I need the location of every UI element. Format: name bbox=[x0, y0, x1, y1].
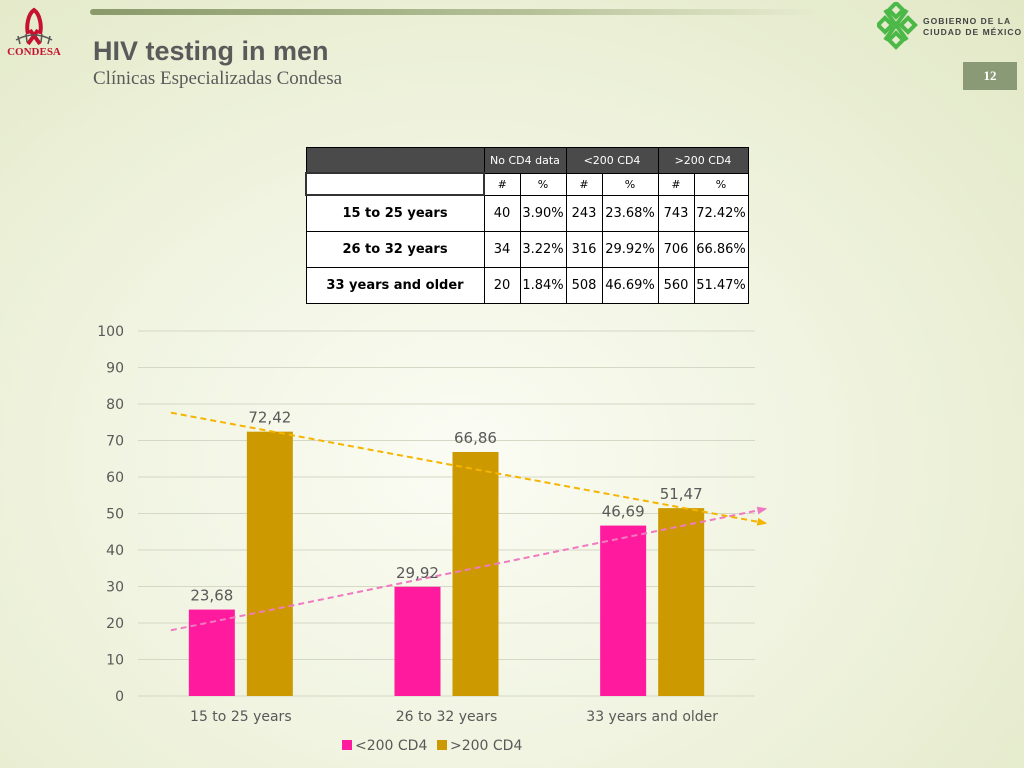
table-blank-cell bbox=[305, 172, 485, 196]
table-row: 15 to 25 years 40 3.90% 243 23.68% 743 7… bbox=[305, 194, 749, 232]
y-tick-label: 100 bbox=[97, 324, 124, 340]
table-cell: 3.22% bbox=[519, 231, 567, 268]
cdmx-logo: GOBIERNO DE LA CIUDAD DE MÉXICO bbox=[875, 0, 1021, 54]
table-cell: 72.42% bbox=[693, 194, 749, 232]
table-corner-cell bbox=[305, 147, 485, 174]
y-tick-label: 20 bbox=[106, 616, 124, 632]
condesa-logo-text: CONDESA bbox=[7, 46, 61, 58]
bar bbox=[452, 451, 499, 696]
chart-legend: <200 CD4 >200 CD4 bbox=[342, 738, 522, 754]
table-subheader: % bbox=[693, 172, 749, 196]
table-cell: 316 bbox=[565, 231, 603, 268]
cd4-bar-chart: 0 10 20 30 40 50 60 70 80 90 100 23,68 72,42 29,92 66… bbox=[97, 324, 768, 754]
table-group-header: No CD4 data bbox=[483, 147, 567, 174]
chart-gridlines bbox=[138, 330, 755, 697]
bar bbox=[600, 525, 647, 696]
cdmx-emblem-icon bbox=[875, 0, 918, 50]
table-row-label: 15 to 25 years bbox=[305, 194, 485, 232]
trendline bbox=[170, 506, 768, 632]
red-ribbon-icon bbox=[15, 7, 53, 46]
table-cell: 20 bbox=[483, 267, 521, 304]
data-label: 51,47 bbox=[660, 485, 703, 503]
page-number-badge: 12 bbox=[963, 62, 1017, 90]
table-cell: 743 bbox=[657, 194, 695, 232]
x-tick-label: 26 to 32 years bbox=[396, 709, 498, 725]
legend-label: >200 CD4 bbox=[450, 738, 522, 754]
table-subheader: % bbox=[519, 172, 567, 196]
legend-label: <200 CD4 bbox=[355, 738, 427, 754]
condesa-logo: CONDESA bbox=[6, 4, 62, 60]
top-accent-bar bbox=[90, 9, 820, 15]
table-subheader: # bbox=[657, 172, 695, 196]
table-subheader: # bbox=[565, 172, 603, 196]
data-label: 29,92 bbox=[396, 564, 439, 582]
table-cell: 46.69% bbox=[601, 267, 659, 304]
table-cell: 3.90% bbox=[519, 194, 567, 232]
table-cell: 66.86% bbox=[693, 231, 749, 268]
table-cell: 560 bbox=[657, 267, 695, 304]
table-cell: 51.47% bbox=[693, 267, 749, 304]
page-subtitle: Clínicas Especializadas Condesa bbox=[93, 68, 343, 89]
y-tick-label: 50 bbox=[106, 507, 124, 523]
table-cell: 34 bbox=[483, 231, 521, 268]
table-row-label: 33 years and older bbox=[305, 267, 485, 304]
legend-swatch bbox=[437, 740, 447, 750]
y-axis: 0 10 20 30 40 50 60 70 80 90 100 bbox=[97, 324, 124, 705]
data-label: 46,69 bbox=[602, 503, 645, 521]
cdmx-logo-line1: GOBIERNO DE LA bbox=[923, 16, 1012, 26]
y-tick-label: 0 bbox=[115, 689, 124, 705]
table-subheader: # bbox=[483, 172, 521, 196]
x-tick-label: 33 years and older bbox=[586, 709, 718, 725]
y-tick-label: 10 bbox=[106, 653, 124, 669]
y-tick-label: 40 bbox=[106, 543, 124, 559]
y-tick-label: 80 bbox=[106, 397, 124, 413]
page-title: HIV testing in men bbox=[93, 36, 329, 66]
chart-bars bbox=[188, 431, 705, 696]
x-tick-label: 15 to 25 years bbox=[190, 709, 292, 725]
table-row: 26 to 32 years 34 3.22% 316 29.92% 706 6… bbox=[305, 231, 749, 268]
data-label: 23,68 bbox=[190, 587, 233, 605]
table-subheader: % bbox=[601, 172, 659, 196]
table-group-header: >200 CD4 bbox=[657, 147, 749, 174]
y-tick-label: 70 bbox=[106, 434, 124, 450]
y-tick-label: 60 bbox=[106, 470, 124, 486]
legend-swatch bbox=[342, 740, 352, 750]
table-row-label: 26 to 32 years bbox=[305, 231, 485, 268]
data-label: 72,42 bbox=[248, 409, 291, 427]
y-tick-label: 90 bbox=[106, 361, 124, 377]
data-label: 66,86 bbox=[454, 429, 497, 447]
table-cell: 40 bbox=[483, 194, 521, 232]
table-header-subcolumns: # % # % # % bbox=[305, 172, 749, 196]
table-cell: 29.92% bbox=[601, 231, 659, 268]
trendline bbox=[170, 411, 768, 526]
bar bbox=[246, 431, 293, 696]
table-cell: 706 bbox=[657, 231, 695, 268]
table-cell: 243 bbox=[565, 194, 603, 232]
y-tick-label: 30 bbox=[106, 580, 124, 596]
table-row: 33 years and older 20 1.84% 508 46.69% 5… bbox=[305, 267, 749, 304]
bar bbox=[658, 508, 705, 696]
cdmx-logo-line2: CIUDAD DE MÉXICO bbox=[923, 27, 1023, 37]
cd4-data-table: No CD4 data <200 CD4 >200 CD4 # % # % # … bbox=[305, 147, 749, 304]
table-header-groups: No CD4 data <200 CD4 >200 CD4 bbox=[305, 147, 749, 174]
table-cell: 508 bbox=[565, 267, 603, 304]
trendlines bbox=[170, 411, 768, 632]
x-axis: 15 to 25 years 26 to 32 years 33 years and… bbox=[190, 709, 718, 725]
data-labels: 23,68 72,42 29,92 66,86 46,69 51,47 bbox=[190, 409, 702, 605]
table-group-header: <200 CD4 bbox=[565, 147, 659, 174]
table-cell: 1.84% bbox=[519, 267, 567, 304]
table-cell: 23.68% bbox=[601, 194, 659, 232]
bar bbox=[394, 586, 441, 696]
bar bbox=[188, 609, 235, 696]
